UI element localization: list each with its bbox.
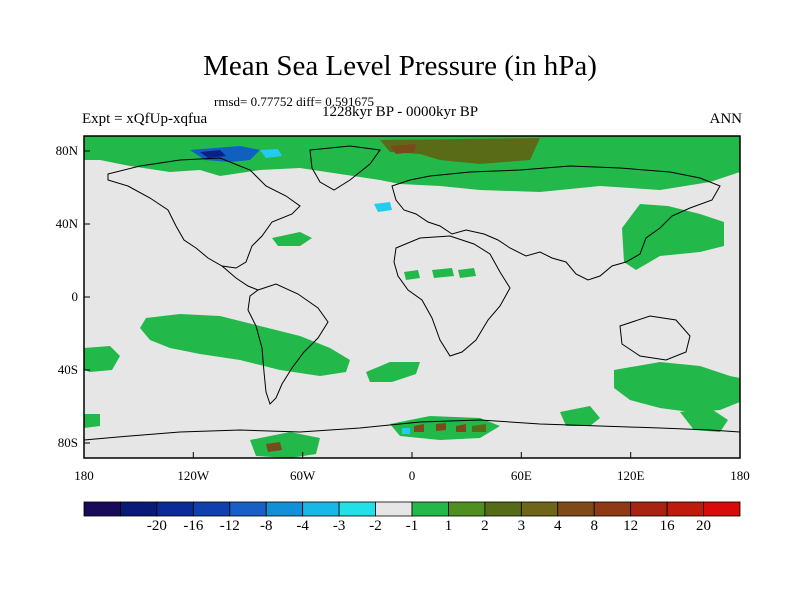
legend-swatch — [593, 501, 632, 517]
y-tick-label: 40S — [58, 362, 78, 377]
legend-label: 4 — [554, 518, 562, 534]
map-background — [84, 136, 740, 458]
legend-label: 3 — [517, 518, 526, 534]
coastline-australia — [619, 315, 691, 361]
x-tick-label: 60E — [511, 468, 532, 483]
legend-label: -2 — [369, 518, 382, 534]
y-tick-label: 0 — [72, 289, 79, 304]
legend-label: -20 — [146, 518, 167, 534]
coastline-africa — [393, 235, 511, 357]
anomaly-region-indian-ocean — [614, 362, 740, 412]
legend-label: -3 — [332, 518, 346, 534]
legend-colorbar — [83, 501, 741, 517]
legend-label: 20 — [696, 518, 712, 534]
season-label: ANN — [709, 111, 743, 127]
legend-label: 1 — [444, 518, 453, 534]
legend-swatch — [302, 501, 340, 517]
legend-label: -16 — [183, 518, 204, 534]
coastline-eurasia — [391, 165, 721, 281]
anomaly-region-antarctic-cyan — [402, 428, 410, 434]
x-tick-label: 180 — [74, 468, 94, 483]
anomaly-region-arctic-brown — [390, 144, 416, 154]
legend-label: -8 — [259, 518, 273, 534]
coastline-antarctica — [84, 419, 740, 441]
legend-swatch — [265, 501, 304, 517]
anomaly-region-antarctic-west-brown — [266, 442, 282, 452]
anomaly-region-antarctic-brown-1 — [414, 424, 424, 432]
coastline-greenland — [309, 145, 381, 191]
anomaly-region-greenland-blue — [190, 146, 260, 162]
x-tick-label: 180 — [730, 468, 750, 483]
anomaly-region-greenland-cyan — [260, 149, 282, 158]
legend-swatch — [520, 501, 559, 517]
legend-swatch — [411, 501, 449, 517]
legend-label: -4 — [296, 518, 309, 534]
map-title: Mean Sea Level Pressure (in hPa) — [203, 50, 597, 82]
legend-swatch — [630, 501, 668, 517]
legend-swatch — [703, 501, 741, 517]
anomaly-region-arctic-olive — [380, 138, 540, 164]
coastline-central-america — [221, 265, 259, 291]
y-tick-label: 80S — [58, 435, 78, 450]
x-tick-label: 120E — [617, 468, 645, 483]
x-tick-label: 120W — [177, 468, 210, 483]
x-tick-label: 0 — [409, 468, 416, 483]
anomaly-region-antarctic-west — [250, 432, 320, 458]
legend-label: -12 — [219, 518, 240, 534]
x-tick-label: 60W — [290, 468, 316, 483]
legend-labels: -20 -16 -12 -8 -4 -3 -2 -1 1 2 3 4 8 12 16 20 — [84, 518, 740, 538]
y-tick-label: 40N — [56, 216, 79, 231]
coastlines — [84, 145, 740, 441]
legend-label: -1 — [405, 518, 419, 534]
legend-label: 16 — [659, 518, 675, 534]
coastline-south-america — [247, 283, 329, 405]
anomaly-region-north-pacific — [622, 204, 724, 270]
anomaly-region-sahara-1 — [404, 270, 420, 280]
legend-swatch — [156, 501, 194, 517]
experiment-label: Expt = xQfUp-xqfua — [82, 111, 208, 127]
anomaly-region-sahara-2 — [432, 268, 454, 278]
legend-swatch — [120, 501, 158, 517]
legend-label: 2 — [481, 518, 489, 534]
anomaly-region-atlantic-cyan — [374, 202, 392, 212]
anomaly-region-antarctic-brown-3 — [456, 424, 466, 432]
anomaly-region-sahara-3 — [458, 268, 476, 278]
legend-swatch — [192, 501, 231, 517]
stats-label: rmsd= 0.77752 diff= 0.591675 — [214, 94, 374, 109]
anomaly-region-sh-west — [84, 346, 120, 372]
legend-swatch — [557, 501, 595, 517]
legend-swatch — [83, 501, 121, 517]
anomaly-region-greenland-darkblue — [200, 150, 226, 158]
pressure-field — [84, 136, 740, 458]
x-axis — [83, 452, 741, 458]
anomaly-region-south-atlantic — [366, 362, 420, 382]
legend-swatch — [338, 501, 376, 517]
anomaly-region-antarctic-east — [680, 408, 728, 432]
anomaly-region-sw-corner — [84, 414, 100, 428]
anomaly-region-west-atlantic — [272, 232, 312, 246]
legend-swatch — [375, 501, 413, 517]
y-tick-label: 80N — [56, 143, 79, 158]
legend-swatch — [484, 501, 522, 517]
y-axis — [84, 150, 90, 444]
legend-swatch — [229, 501, 267, 517]
coastline-north-america — [107, 157, 301, 269]
legend-label: 12 — [623, 518, 639, 534]
anomaly-region-southern-ocean-east — [560, 406, 600, 426]
anomaly-region-antarctic-olive — [472, 424, 486, 432]
legend-label: 8 — [590, 518, 598, 534]
anomaly-region-antarctic-brown-2 — [436, 423, 446, 431]
legend-swatch — [448, 501, 486, 517]
legend-swatch — [666, 501, 704, 517]
period-label: 1228kyr BP - 0000kyr BP — [321, 104, 479, 120]
